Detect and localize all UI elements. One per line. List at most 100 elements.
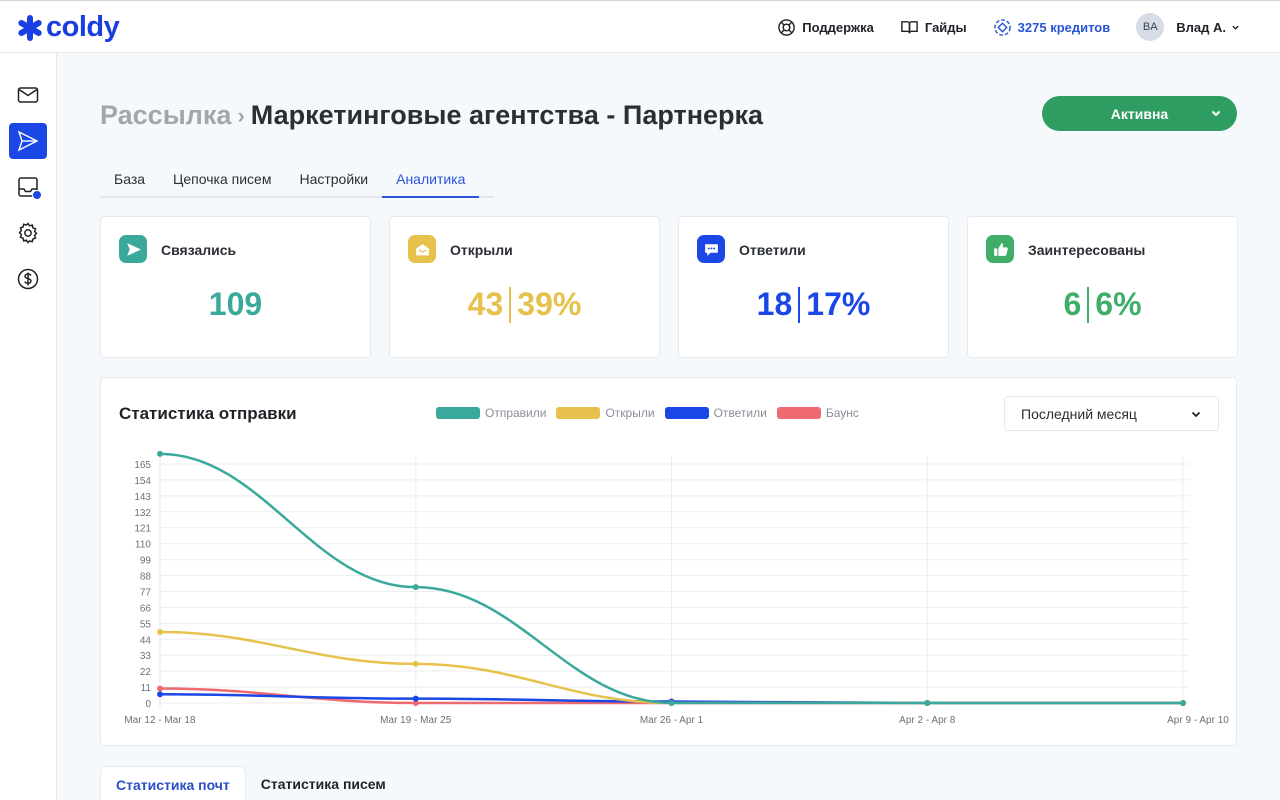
top-bar: coldy Поддержка Гайды 3275 кредитов BA В… [0,0,1280,53]
legend-label: Ответили [713,406,767,420]
stat-card-interested: Заинтересованы 6 6% [967,216,1238,358]
lifebuoy-icon [778,18,796,36]
data-point[interactable] [412,584,419,591]
svg-text:55: 55 [140,619,152,630]
legend-item-replied[interactable]: Ответили [664,406,767,420]
svg-text:110: 110 [135,540,151,551]
data-point[interactable] [157,450,163,457]
thumbs-up-icon [986,235,1014,263]
svg-text:77: 77 [140,587,152,598]
stat-percent: 39% [517,286,582,322]
legend-swatch [776,407,821,419]
svg-text:Mar 26 - Apr 1: Mar 26 - Apr 1 [640,715,704,726]
stat-card-replied: Ответили 18 17% [678,216,949,358]
breadcrumb-parent[interactable]: Рассылка [100,100,232,130]
sidebar-item-billing[interactable] [9,261,47,297]
tab-analytics[interactable]: Аналитика [382,164,480,198]
data-point[interactable] [412,660,419,667]
chat-bubble-icon [697,235,725,263]
svg-text:66: 66 [140,603,152,614]
svg-text:Mar 12 - Mar 18: Mar 12 - Mar 18 [124,715,196,726]
svg-text:154: 154 [134,476,151,487]
svg-text:88: 88 [140,572,152,583]
send-icon [119,235,147,263]
value-divider [509,286,512,323]
support-link[interactable]: Поддержка [777,18,874,37]
credits-link[interactable]: 3275 кредитов [993,18,1111,37]
breadcrumb-separator: › [237,102,245,128]
guides-link[interactable]: Гайды [900,18,967,37]
data-point[interactable] [157,691,163,698]
sidebar-item-inbox[interactable] [9,169,47,205]
legend-label: Отправили [485,406,547,420]
legend-item-bounce[interactable]: Баунс [776,406,859,420]
user-menu[interactable]: BA Влад А. [1136,13,1240,41]
stat-percent: 17% [806,286,871,322]
data-point[interactable] [412,700,419,706]
svg-text:Apr 2 - Apr 8: Apr 2 - Apr 8 [899,715,956,726]
tab-settings[interactable]: Настройки [299,171,369,187]
stat-percent: 6% [1095,286,1142,322]
page-title: Маркетинговые агентства - Партнерка [250,100,764,130]
credits-label: 3275 кредитов [1017,19,1111,35]
asterisk-logo-icon [18,14,42,41]
chevron-down-icon [1232,25,1239,30]
chevron-down-icon [1191,411,1201,418]
legend-item-sent[interactable]: Отправили [436,406,546,420]
legend-item-opened[interactable]: Открыли [556,406,655,420]
data-point[interactable] [157,629,163,636]
data-point[interactable] [412,695,419,702]
stat-label: Заинтересованы [1028,242,1146,258]
stat-value: 18 [756,286,793,322]
logo-text: coldy [46,11,120,43]
value-divider [798,286,801,323]
chart-legend: Отправили Открыли Ответили Баунс [436,406,859,420]
stat-card-opened: Открыли 43 39% [389,216,660,358]
stat-value: 109 [208,286,263,322]
svg-text:Mar 19 - Mar 25: Mar 19 - Mar 25 [380,715,452,726]
chart-title: Статистика отправки [119,404,297,423]
stat-label: Связались [161,242,237,258]
data-point[interactable] [924,700,931,706]
sending-stats-chart-card: Статистика отправки Отправили Открыли От… [100,377,1237,746]
sidebar-item-mail[interactable] [9,77,47,113]
guides-label: Гайды [924,19,967,35]
stat-value: 43 [467,286,504,322]
svg-text:44: 44 [140,635,152,646]
sidebar-item-campaigns[interactable] [9,123,47,159]
data-point[interactable] [1180,700,1186,706]
line-chart: 0 11 22 33 44 55 66 77 88 99 110 121 132 143 154 165 Mar… [124,450,1229,726]
legend-label: Открыли [605,406,655,420]
campaign-status-dropdown[interactable]: Активна [1042,96,1237,131]
period-select[interactable]: Последний месяц [1004,396,1219,431]
data-point[interactable] [668,700,675,706]
svg-text:121: 121 [134,524,151,535]
data-point[interactable] [157,685,163,692]
user-name: Влад А. [1176,19,1226,35]
legend-swatch [556,407,601,419]
stats-tabs: Статистика почт Статистика писем [100,766,401,800]
svg-text:22: 22 [140,667,152,678]
sidebar-item-settings[interactable] [9,215,47,251]
svg-text:165: 165 [134,460,151,471]
period-select-value: Последний месяц [1021,405,1137,422]
legend-label: Баунс [825,406,859,420]
credits-coin-icon [993,18,1011,36]
tab-email-stats[interactable]: Статистика писем [260,776,386,792]
stat-card-contacted: Связались 109 [100,216,371,358]
stat-label: Открыли [450,242,513,258]
svg-text:132: 132 [134,508,151,519]
tab-base[interactable]: База [114,171,146,187]
status-label: Активна [1110,105,1169,122]
notification-dot [32,190,42,200]
dollar-icon [17,268,39,290]
gear-icon [18,222,38,244]
svg-text:99: 99 [140,556,152,567]
svg-text:Apr 9 - Apr 10: Apr 9 - Apr 10 [1167,715,1229,726]
logo[interactable]: coldy [16,11,120,44]
stat-value: 6 [1063,286,1082,322]
tab-email-chain[interactable]: Цепочка писем [173,171,272,187]
tab-mailbox-stats[interactable]: Статистика почт [100,766,246,800]
series-line [159,452,1183,705]
legend-swatch [664,407,709,419]
